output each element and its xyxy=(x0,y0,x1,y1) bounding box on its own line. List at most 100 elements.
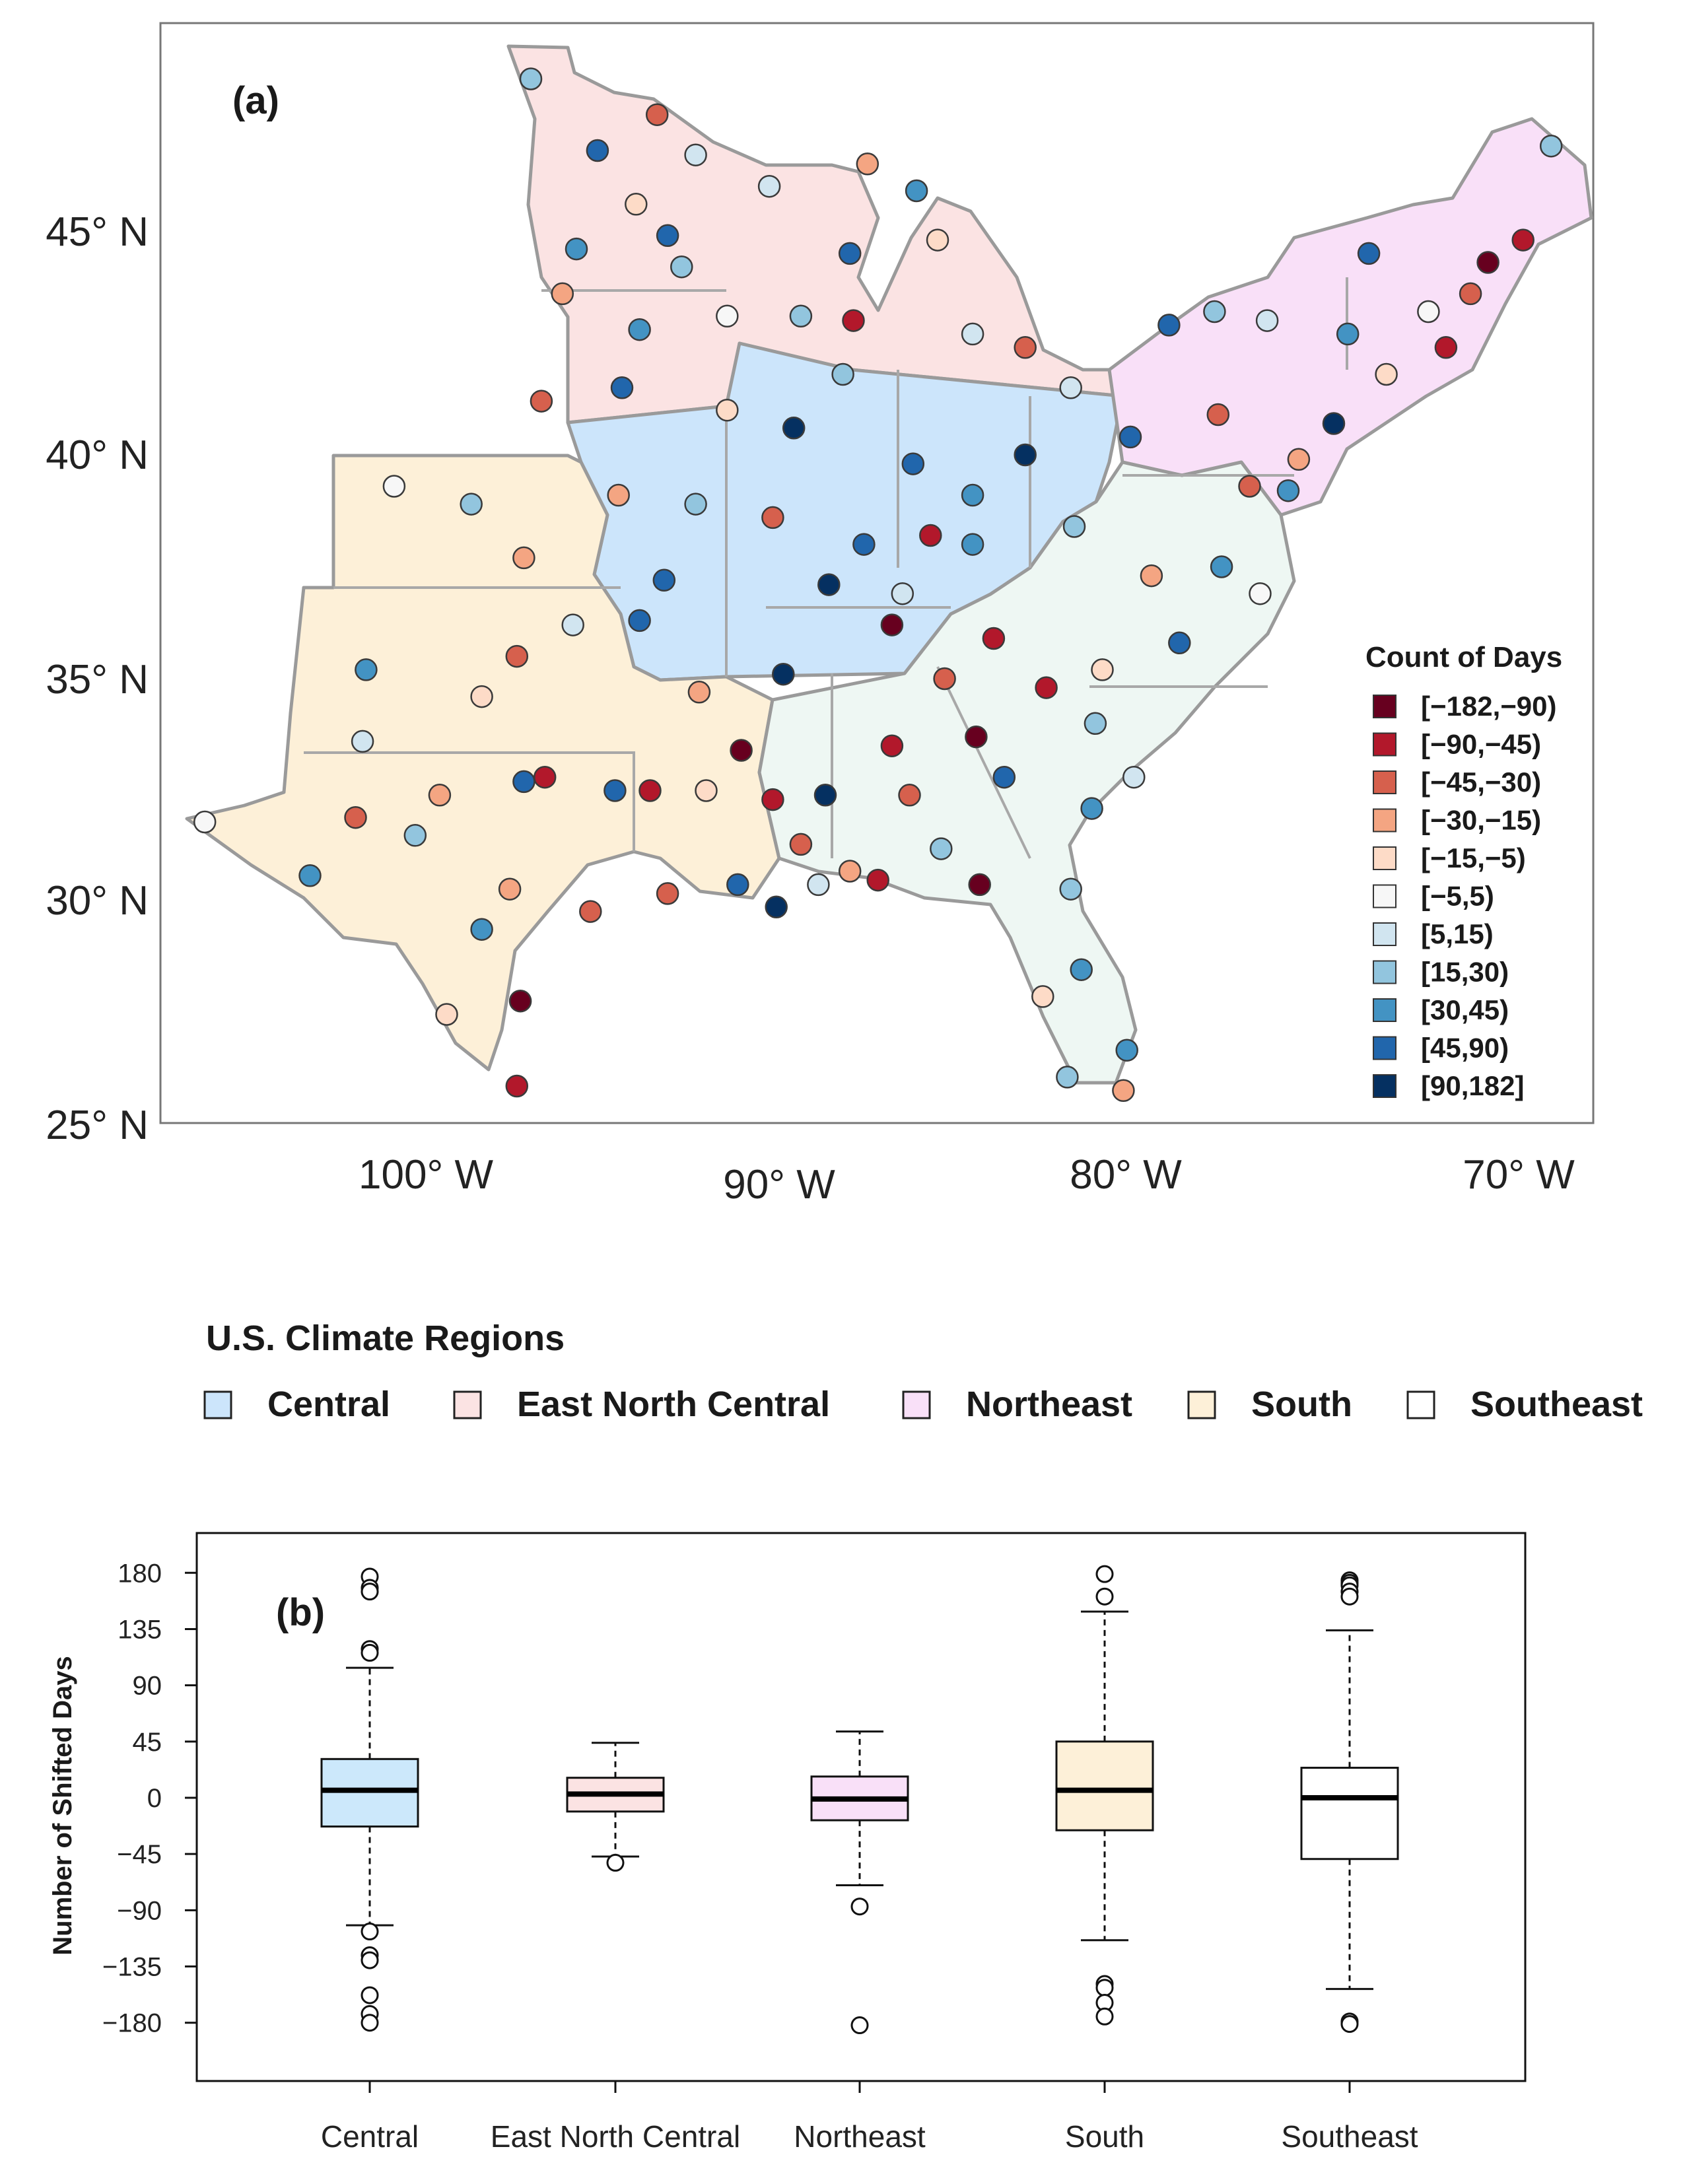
map-y-tick: 45° N xyxy=(46,209,149,255)
days-legend-label: [−15,−5) xyxy=(1421,842,1526,873)
station-marker xyxy=(961,483,984,507)
station-marker xyxy=(866,868,889,892)
box-outlier xyxy=(1095,2007,1114,2026)
region-legend-label: Southeast xyxy=(1470,1384,1643,1424)
station-marker xyxy=(807,873,830,897)
station-marker xyxy=(1357,242,1381,265)
station-marker xyxy=(789,304,813,328)
station-marker xyxy=(512,770,535,794)
boxplot-y-tick-label: −180 xyxy=(102,2009,162,2038)
days-legend-swatch xyxy=(1373,884,1396,908)
box-outlier xyxy=(606,1853,625,1872)
box-south xyxy=(1055,1565,1154,2026)
days-legend-swatch xyxy=(1373,1074,1396,1098)
regions-legend: U.S. Climate Regions Central East North C… xyxy=(203,1318,1643,1424)
count-of-days-legend: Count of Days [−182,−90) [−90,−45) [−45,−3… xyxy=(1365,641,1562,1101)
days-legend-swatch xyxy=(1373,1036,1396,1060)
map-y-ticks: 45° N 40° N 35° N 30° N 25° N xyxy=(46,209,149,1148)
station-marker xyxy=(961,322,984,346)
days-legend-label: [45,90) xyxy=(1421,1033,1509,1064)
station-marker xyxy=(1238,475,1261,498)
region-legend-swatch xyxy=(453,1390,482,1419)
station-marker xyxy=(403,824,427,847)
station-marker xyxy=(565,237,588,261)
station-marker xyxy=(1157,314,1181,337)
station-marker xyxy=(831,362,854,386)
station-marker xyxy=(1276,479,1300,502)
station-marker xyxy=(761,788,784,811)
boxplot-boxes xyxy=(320,1565,1399,2035)
region-legend-swatch xyxy=(902,1390,931,1419)
box-outlier xyxy=(361,1923,379,1941)
station-marker xyxy=(1062,515,1086,538)
station-marker xyxy=(1122,765,1146,789)
station-marker xyxy=(355,658,378,681)
box-outlier xyxy=(361,2014,379,2032)
days-legend-label: [−182,−90) xyxy=(1421,691,1557,722)
station-marker xyxy=(1336,322,1360,346)
boxplot-x-tick-label: East North Central xyxy=(491,2119,740,2154)
station-marker xyxy=(838,242,862,265)
station-marker xyxy=(344,805,367,829)
station-marker xyxy=(645,103,669,126)
box-outlier xyxy=(1095,1587,1114,1606)
box-outlier xyxy=(361,1951,379,1969)
station-marker xyxy=(505,1074,529,1098)
station-marker xyxy=(772,662,795,686)
station-marker xyxy=(926,228,949,252)
station-marker xyxy=(716,398,739,422)
station-marker xyxy=(1168,631,1191,655)
station-marker xyxy=(586,139,609,162)
station-marker xyxy=(1035,676,1058,699)
station-marker xyxy=(1059,877,1082,901)
station-marker xyxy=(726,873,749,897)
box-outlier xyxy=(361,1643,379,1662)
days-legend-swatch xyxy=(1373,846,1396,870)
station-marker xyxy=(652,568,676,592)
station-marker xyxy=(656,224,679,248)
state-line xyxy=(304,751,635,852)
station-marker xyxy=(625,193,648,216)
station-marker xyxy=(607,483,630,507)
station-marker xyxy=(1014,443,1037,467)
station-marker xyxy=(628,609,651,632)
station-marker xyxy=(382,475,406,498)
map-x-ticks: 100° W 90° W 80° W 70° W xyxy=(359,1152,1575,1208)
station-marker xyxy=(856,153,879,176)
map-y-tick: 30° N xyxy=(46,878,149,924)
box-outlier xyxy=(1095,1979,1114,1997)
station-marker xyxy=(1056,1066,1079,1089)
station-marker xyxy=(670,255,693,279)
station-marker xyxy=(992,765,1016,789)
station-marker xyxy=(757,174,781,198)
station-marker xyxy=(1112,1079,1135,1103)
days-legend-swatch xyxy=(1373,960,1396,984)
boxplot-y-tick-label: 45 xyxy=(133,1728,162,1757)
days-legend-label: [−90,−45) xyxy=(1421,729,1541,760)
days-legend-label: [15,30) xyxy=(1421,957,1509,988)
station-marker xyxy=(512,546,535,570)
map-x-tick: 70° W xyxy=(1463,1152,1575,1198)
regions-legend-title: U.S. Climate Regions xyxy=(206,1318,565,1358)
boxplot-frame xyxy=(195,1532,1527,2082)
station-marker xyxy=(761,506,784,529)
station-marker xyxy=(1476,251,1499,274)
station-marker xyxy=(428,784,452,807)
boxplot-y-axis-label: Number of Shifted Days xyxy=(48,1656,77,1955)
boxplot-y-tick-label: −45 xyxy=(117,1840,162,1869)
map-x-tick: 100° W xyxy=(359,1152,493,1198)
station-marker xyxy=(1249,582,1272,605)
station-marker xyxy=(930,837,953,860)
box-southeast xyxy=(1300,1571,1399,2033)
box-east-north-central xyxy=(566,1742,665,1872)
station-marker xyxy=(508,989,532,1013)
days-legend-label: [−45,−30) xyxy=(1421,767,1541,798)
station-marker xyxy=(684,493,707,516)
station-marker xyxy=(1059,376,1082,399)
station-marker xyxy=(1140,564,1163,588)
boxplot-y-tick-label: 90 xyxy=(133,1672,162,1701)
panel-a-map: (a) 45° N 40° N 35° N 30° N 25° N 100° W… xyxy=(46,22,1595,1208)
station-marker xyxy=(579,900,602,923)
station-marker xyxy=(880,613,904,636)
